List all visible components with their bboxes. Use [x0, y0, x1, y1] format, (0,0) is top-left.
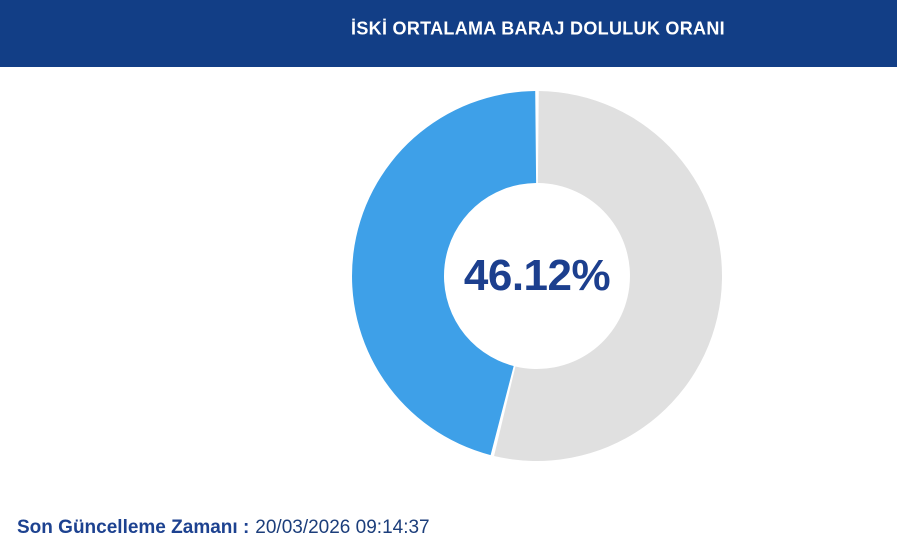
donut-chart-svg [352, 91, 723, 462]
page-title: İSKİ ORTALAMA BARAJ DOLULUK ORANI [351, 18, 725, 39]
last-update-value: 20/03/2026 09:14:37 [255, 517, 430, 538]
donut-segment-remaining [494, 91, 723, 462]
donut-chart: 46.12% [351, 90, 723, 462]
header: İSKİ ORTALAMA BARAJ DOLULUK ORANI [0, 0, 897, 67]
last-update-label: Son Güncelleme Zamanı : [17, 517, 250, 538]
footer: Son Güncelleme Zamanı :20/03/2026 09:14:… [17, 517, 430, 539]
donut-center-value: 46.12% [463, 251, 611, 300]
donut-segment-filled [352, 91, 537, 456]
